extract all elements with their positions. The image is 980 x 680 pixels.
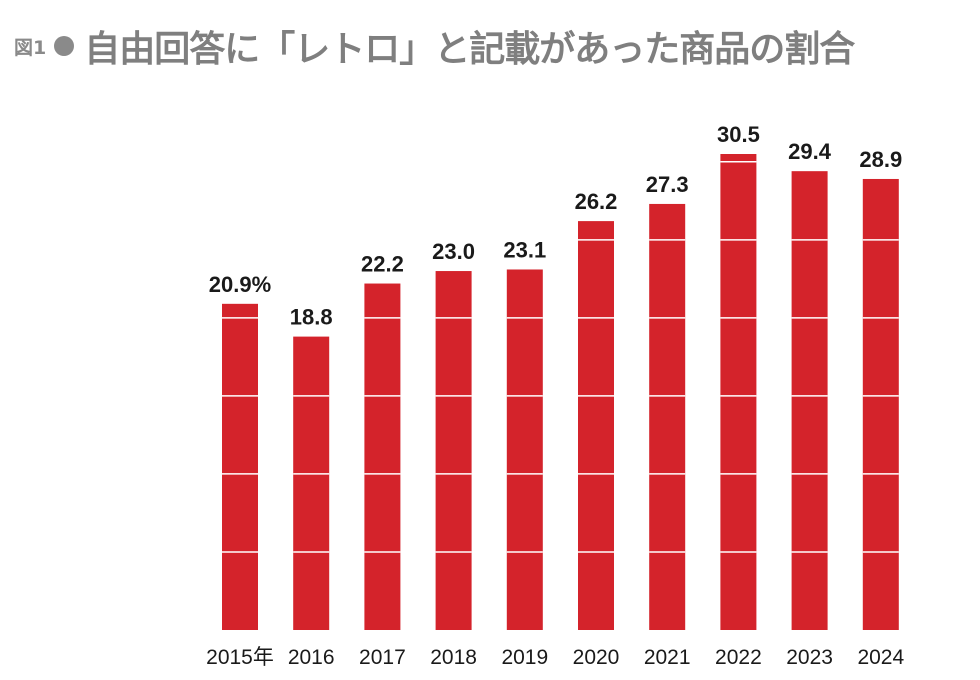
figure-title-row: 図1 自由回答に「レトロ」と記載があった商品の割合 [14,18,855,74]
bar-2020 [578,221,614,630]
bar-2019 [506,269,543,630]
x-tick-label: 2017 [359,646,406,669]
data-label: 23.1 [503,237,546,262]
bar-2017 [364,283,401,630]
chart-title: 自由回答に「レトロ」と記載があった商品の割合 [84,29,855,70]
bullet-dot-icon [54,36,75,56]
figure-number: 図1 [14,36,47,59]
bar-2024 [862,178,899,630]
data-label: 30.5 [717,122,760,147]
x-tick-label: 2024 [857,646,904,669]
data-label: 18.8 [290,305,333,330]
bar-2021 [649,203,686,630]
bar-2023 [791,171,828,630]
x-tick-label: 2019 [501,646,548,669]
x-tick-label: 2015年 [206,646,274,669]
x-tick-label: 2022 [715,646,762,669]
x-tick-label: 2016 [288,646,335,669]
data-label: 20.9% [209,272,271,297]
x-tick-label: 2021 [644,646,691,669]
bar-2015年 [222,303,258,630]
bar-2018 [435,271,472,630]
x-tick-label: 2018 [430,646,477,669]
data-label: 26.2 [575,189,618,214]
x-tick-label: 2023 [786,646,833,669]
data-label: 29.4 [788,139,832,164]
x-tick-label: 2020 [573,646,620,669]
data-label: 23.0 [432,239,475,264]
data-label: 27.3 [646,172,689,197]
bar-2022 [720,154,757,630]
data-label: 28.9 [859,147,902,172]
bar-2016 [293,336,330,630]
data-label: 22.2 [361,252,404,277]
